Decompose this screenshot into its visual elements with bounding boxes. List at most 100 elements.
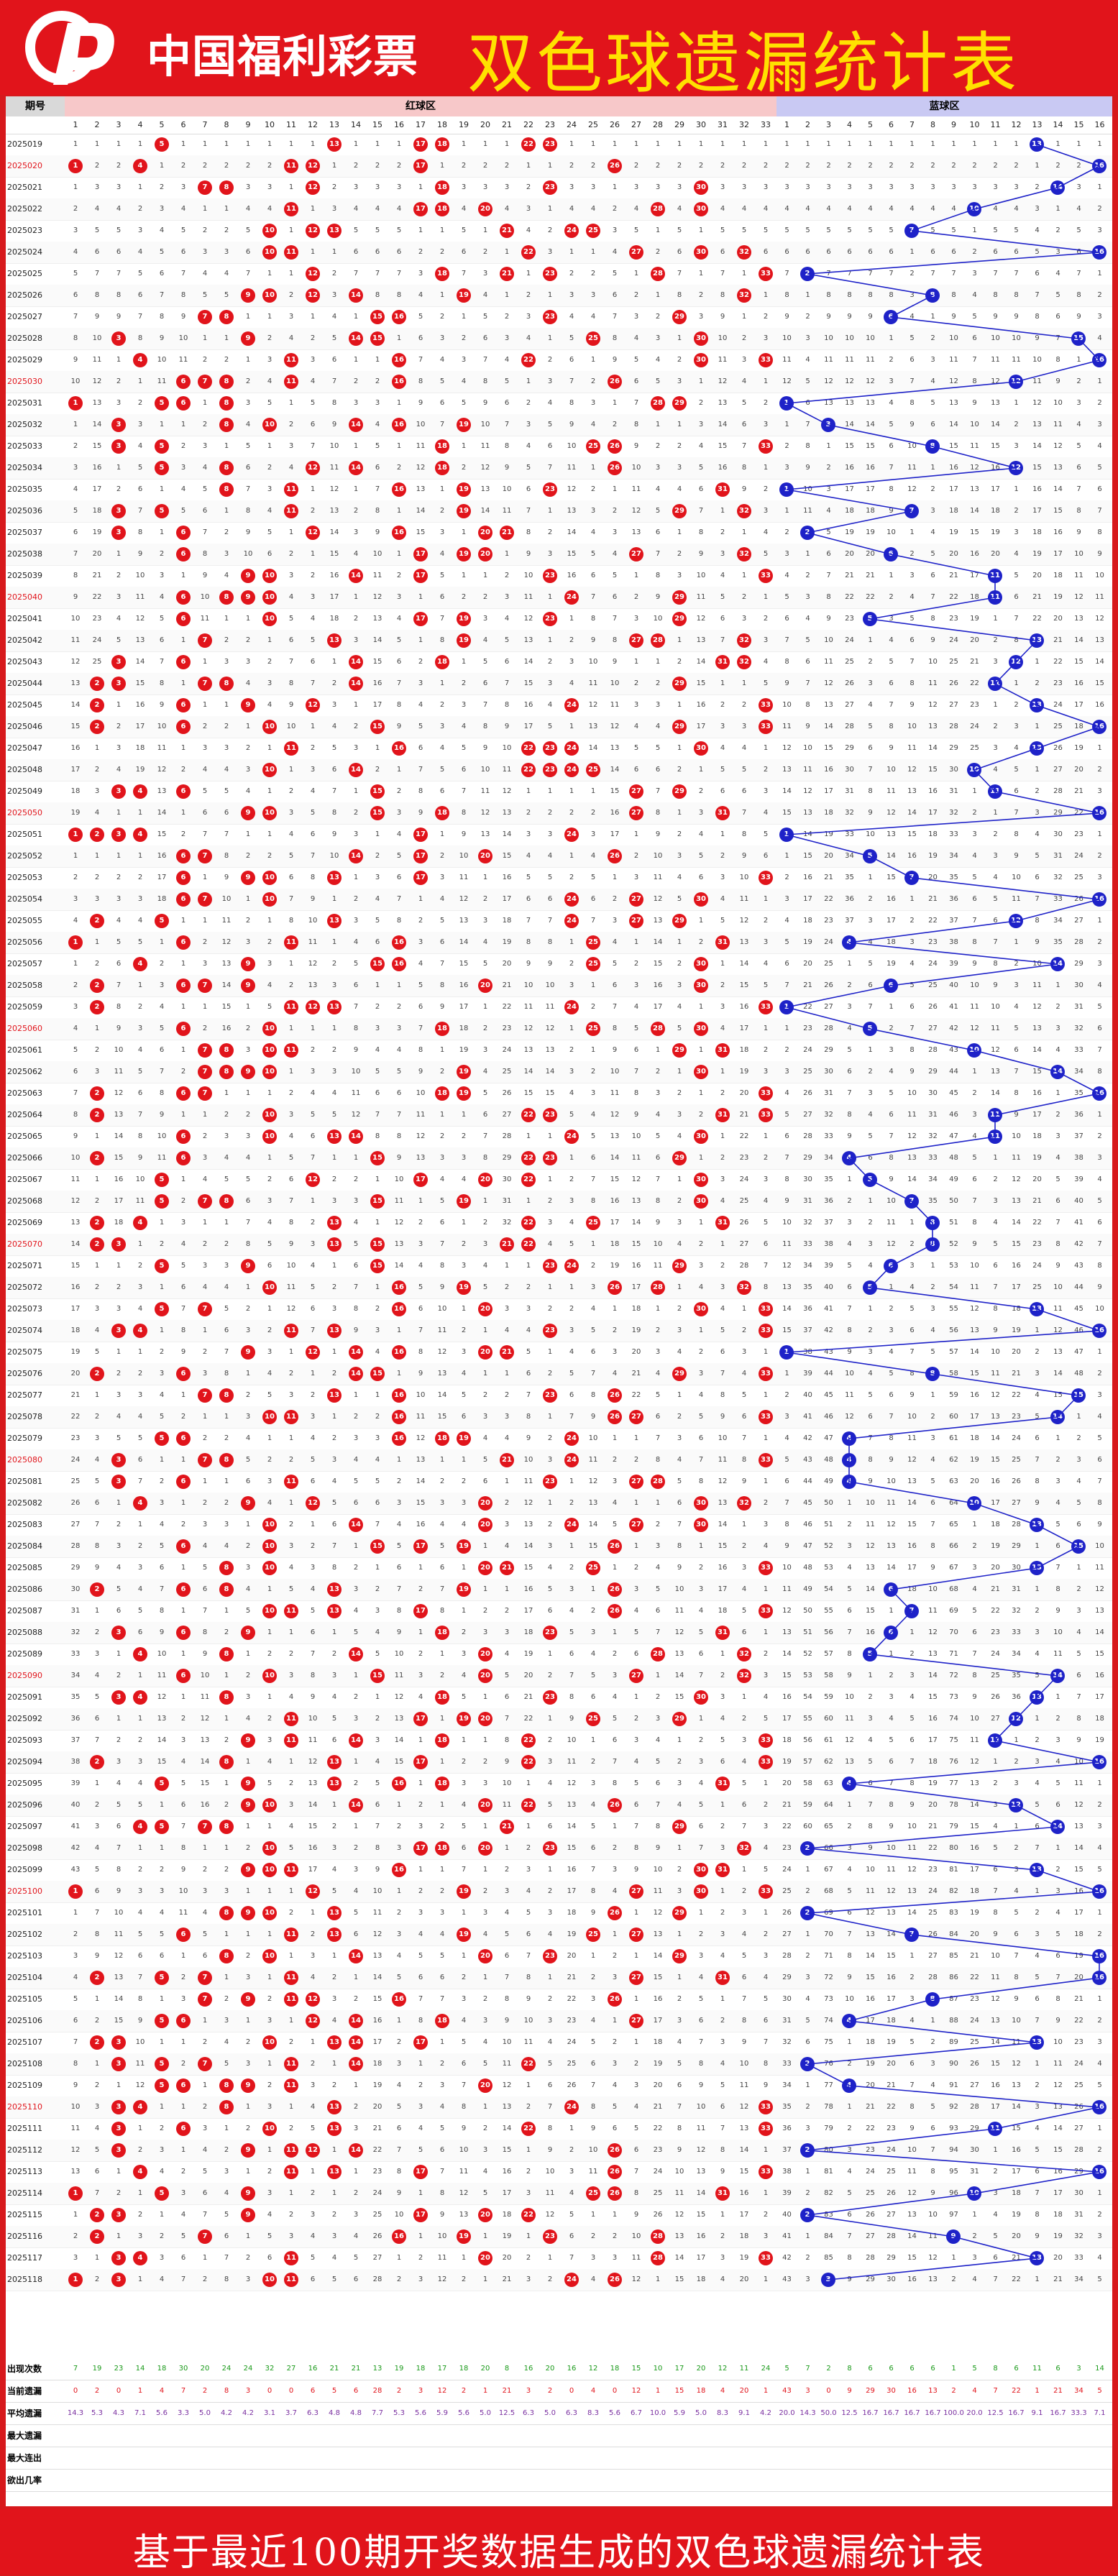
red-omission-value: 3	[173, 177, 194, 198]
red-omission-value: 4	[582, 198, 604, 220]
blue-omission-value: 6	[1027, 263, 1048, 285]
blue-omission-value: 4	[839, 198, 860, 220]
red-omission-value: 1	[65, 134, 86, 155]
issue-number: 2025020	[7, 155, 65, 177]
red-omission-value: 3	[388, 177, 410, 198]
red-omission-value: 2	[626, 155, 647, 177]
blue-omission-value: 1	[943, 134, 964, 155]
red-omission-value: 1	[302, 242, 324, 263]
blue-omission-value: 4	[1048, 263, 1068, 285]
red-omission-value: 6	[237, 242, 259, 263]
red-omission-value: 3	[65, 220, 86, 242]
red-number-header: 26	[604, 116, 626, 134]
red-number-header: 13	[324, 116, 345, 134]
blue-omission-value: 5	[1068, 220, 1089, 242]
red-omission-value: 1	[280, 263, 302, 285]
red-ball: 23	[543, 267, 557, 281]
red-omission-value: 6	[86, 242, 108, 263]
blue-omission-value: 6	[860, 242, 881, 263]
red-omission-value: 2	[324, 263, 345, 285]
red-omission-value: 3	[259, 177, 280, 198]
red-omission-value: 1	[604, 177, 626, 198]
red-ball: 32	[737, 245, 751, 260]
red-ball: 17	[413, 137, 428, 152]
blue-omission-value: 1	[985, 134, 1006, 155]
blue-omission-value: 1	[1089, 134, 1110, 155]
red-omission-value: 4	[65, 242, 86, 263]
red-omission-value: 5	[367, 220, 388, 242]
red-ball: 30	[694, 180, 708, 195]
red-omission-value: 2	[86, 155, 108, 177]
red-omission-value: 1	[410, 177, 431, 198]
blue-omission-value: 3	[985, 177, 1006, 198]
red-omission-value: 1	[712, 134, 733, 155]
blue-omission-value: 5	[860, 220, 881, 242]
red-omission-value: 2	[173, 155, 194, 177]
red-omission-value: 5	[733, 220, 755, 242]
red-ball: 11	[284, 202, 298, 216]
red-ball: 23	[543, 180, 557, 195]
blue-omission-value: 7	[1068, 263, 1089, 285]
red-omission-value: 5	[453, 220, 475, 242]
blue-omission-value: 4	[902, 198, 922, 220]
red-omission-value: 1	[431, 220, 453, 242]
red-number-header: 23	[539, 116, 561, 134]
red-omission-value: 7	[86, 263, 108, 285]
blue-omission-value: 3	[1048, 242, 1068, 263]
red-omission-value: 2	[690, 155, 712, 177]
red-omission-value: 6	[669, 242, 690, 263]
table-row: 2025020 1 2 2 4 1 2 2 2 2 2 11 12 1 2 2 2 17 1 2 2 2 1 1 2 2 26 2 2 2…	[6, 155, 1112, 178]
blue-omission-value: 6	[776, 242, 797, 263]
zone-header-bar: 期号 红球区 蓝球区	[6, 96, 1112, 116]
blue-omission-value: 4	[1006, 198, 1027, 220]
red-omission-value: 3	[712, 177, 733, 198]
red-omission-value: 6	[453, 242, 475, 263]
red-omission-value: 1	[582, 134, 604, 155]
red-number-header: 29	[669, 116, 690, 134]
blue-omission-value: 6	[922, 242, 943, 263]
blue-number-header: 7	[902, 116, 922, 134]
blue-number-header: 4	[839, 116, 860, 134]
red-omission-value: 4	[755, 198, 776, 220]
red-ball: 28	[651, 267, 665, 281]
red-omission-value: 1	[496, 242, 518, 263]
red-omission-value: 6	[151, 263, 173, 285]
blue-number-header: 8	[922, 116, 943, 134]
brand-name: 中国福利彩票	[147, 20, 418, 85]
red-omission-value: 2	[388, 155, 410, 177]
red-omission-value: 3	[345, 177, 367, 198]
red-omission-value: 1	[539, 198, 561, 220]
blue-omission-value: 2	[839, 155, 860, 177]
red-omission-value: 3	[647, 177, 669, 198]
red-ball: 18	[435, 202, 449, 216]
issue-column-header: 期号	[6, 96, 65, 116]
red-omission-value: 1	[86, 134, 108, 155]
red-omission-value: 3	[410, 263, 431, 285]
red-omission-value: 1	[129, 177, 151, 198]
red-number-header: 19	[453, 116, 475, 134]
red-omission-value: 4	[86, 198, 108, 220]
blue-number-header: 16	[1089, 116, 1110, 134]
red-ball: 12	[306, 159, 320, 173]
red-omission-value: 5	[604, 263, 626, 285]
red-omission-value: 4	[237, 198, 259, 220]
red-omission-value: 5	[669, 220, 690, 242]
red-omission-value: 4	[367, 198, 388, 220]
blue-omission-value: 2	[1068, 155, 1089, 177]
red-omission-value: 7	[453, 263, 475, 285]
red-number-header: 10	[259, 116, 280, 134]
blue-omission-value: 1	[1048, 198, 1068, 220]
red-omission-value: 3	[324, 198, 345, 220]
red-number-header: 8	[216, 116, 237, 134]
red-omission-value: 1	[733, 134, 755, 155]
blue-omission-value: 2	[922, 155, 943, 177]
red-omission-value: 3	[129, 220, 151, 242]
table-row: 2025022 2 4 4 2 3 4 1 1 4 4 11 1 3 4 4 4 17 18 4 20 4 3 1 4 4 2 4 28…	[6, 198, 1112, 221]
red-omission-value: 3	[194, 242, 216, 263]
red-number-header: 3	[108, 116, 129, 134]
red-omission-value: 6	[367, 242, 388, 263]
blue-number-header: 15	[1068, 116, 1089, 134]
red-omission-value: 3	[367, 177, 388, 198]
red-omission-value: 4	[108, 198, 129, 220]
red-omission-value: 3	[733, 177, 755, 198]
